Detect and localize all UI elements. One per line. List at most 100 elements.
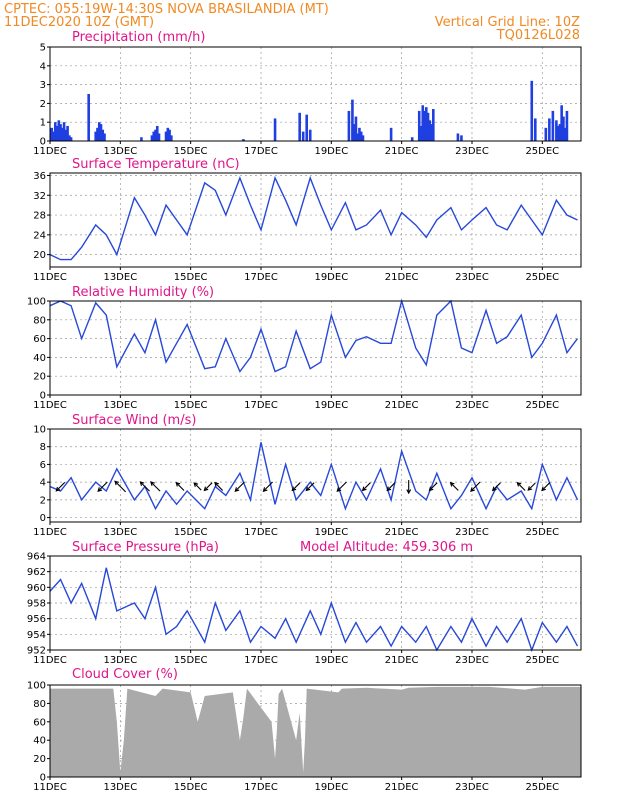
wind-title: Surface Wind (m/s) <box>72 413 196 428</box>
pressure-x-tick-label: 25DEC <box>525 655 559 666</box>
wind-arrow <box>234 481 245 492</box>
precip-bar <box>308 129 312 141</box>
wind-x-tick-label: 11DEC <box>33 527 67 538</box>
pressure-y-tick-label: 956 <box>27 614 46 625</box>
wind-arrow-head <box>139 481 145 486</box>
precip-bar <box>164 131 168 141</box>
precip-bar <box>152 131 156 141</box>
wind-arrow-head <box>449 481 455 487</box>
precip-bar <box>87 94 90 141</box>
precip-y-tick-label: 5 <box>40 43 46 54</box>
precip-y-tick-label: 2 <box>40 99 46 110</box>
temp-x-tick-label: 17DEC <box>244 272 278 283</box>
precip-bar <box>563 127 567 141</box>
wind-arrow-head <box>234 487 240 492</box>
pressure-frame <box>49 555 582 651</box>
precip-bar <box>154 129 157 141</box>
pressure-title: Surface Pressure (hPa) <box>72 540 219 555</box>
wind-arrow-head <box>470 487 475 492</box>
cloud-y-tick-label: 100 <box>27 681 46 692</box>
precip-frame <box>49 46 582 142</box>
pressure-x-tick-label: 19DEC <box>314 655 348 666</box>
precip-bar <box>150 135 154 141</box>
wind-arrow <box>175 482 185 491</box>
temp-x-tick-label: 25DEC <box>525 272 559 283</box>
wind-x-tick-label: 15DEC <box>174 527 208 538</box>
precip-bar <box>428 120 432 141</box>
temp-x-tick-label: 15DEC <box>174 272 208 283</box>
cloud-y-tick-label: 0 <box>40 773 46 784</box>
precip-bar <box>555 120 558 141</box>
pressure-x-tick-label: 13DEC <box>103 655 137 666</box>
cloud-x-tick-label: 13DEC <box>103 782 137 793</box>
precip-bar <box>419 125 423 141</box>
cloud-y-tick-label: 20 <box>33 754 46 765</box>
wind-arrow <box>386 482 396 491</box>
precip-y-tick-label: 0 <box>40 137 46 148</box>
wind-arrow-head <box>203 486 209 492</box>
precip-bar <box>94 131 98 141</box>
rh-title: Relative Humidity (%) <box>72 285 214 300</box>
pressure-y-tick-label: 964 <box>27 552 46 563</box>
precip-bar <box>347 110 351 141</box>
precip-bar <box>424 107 428 141</box>
precip-bar <box>361 135 365 141</box>
pressure-x-tick-label: 15DEC <box>174 655 208 666</box>
rh-frame <box>49 300 582 396</box>
precip-bar <box>460 135 463 141</box>
temp-x-tick-label: 13DEC <box>103 272 137 283</box>
wind-arrow-head <box>150 481 155 486</box>
wind-arrow-head <box>336 487 342 492</box>
cloud-x-tick-label: 21DEC <box>385 782 419 793</box>
precip-bar <box>556 125 560 141</box>
wind-arrow-head <box>361 486 367 492</box>
wind-arrow <box>114 480 127 493</box>
wind-arrow-head <box>291 486 297 492</box>
precip-bar <box>548 118 551 141</box>
precip-bar <box>50 127 54 141</box>
pressure-y-tick-label: 960 <box>27 583 46 594</box>
pressure-x-tick-label: 23DEC <box>455 655 489 666</box>
precip-bar <box>242 139 245 141</box>
wind-arrow-head <box>527 486 533 491</box>
precip-bar <box>430 124 433 141</box>
rh-y-tick-label: 0 <box>40 391 46 402</box>
wind-arrow-head <box>262 487 268 492</box>
precip-x-tick-label: 25DEC <box>525 146 559 157</box>
rh-y-tick-label: 60 <box>33 334 46 345</box>
wind-arrow-head <box>55 486 61 492</box>
rh-x-tick-label: 25DEC <box>525 400 559 411</box>
precip-bar <box>358 127 361 141</box>
temp-title: Surface Temperature (nC) <box>72 157 240 172</box>
precip-bar <box>305 114 309 141</box>
precip-bar <box>55 125 59 141</box>
cloud-y-tick-label: 80 <box>33 699 46 710</box>
cloud-x-tick-label: 17DEC <box>244 782 278 793</box>
wind-x-tick-label: 17DEC <box>244 527 278 538</box>
wind-arrow <box>263 481 274 492</box>
precip-bar <box>356 133 359 141</box>
temp-y-tick-label: 36 <box>33 171 46 182</box>
wind-arrow <box>516 482 526 491</box>
precip-bar <box>389 127 393 141</box>
precip-title: Precipitation (mm/h) <box>72 30 205 45</box>
wind-arrow-head <box>428 486 434 492</box>
precip-bar <box>562 116 565 141</box>
wind-arrow <box>362 482 371 491</box>
wind-arrow-head <box>386 486 392 492</box>
rh-x-tick-label: 11DEC <box>33 400 67 411</box>
temp-frame <box>49 172 582 268</box>
precip-bar <box>426 112 430 141</box>
cloud-x-tick-label: 23DEC <box>455 782 489 793</box>
temp-y-tick-label: 28 <box>33 211 46 222</box>
wind-y-tick-label: 6 <box>40 460 46 471</box>
precip-bar <box>432 109 435 141</box>
pressure-x-tick-label: 21DEC <box>385 655 419 666</box>
precip-bar <box>530 80 534 141</box>
precip-bar <box>64 129 68 141</box>
wind-y-tick-label: 0 <box>40 513 46 524</box>
precip-bar <box>59 124 62 141</box>
rh-y-tick-label: 40 <box>33 353 46 364</box>
precip-bar <box>558 124 562 141</box>
wind-arrow <box>97 481 108 492</box>
